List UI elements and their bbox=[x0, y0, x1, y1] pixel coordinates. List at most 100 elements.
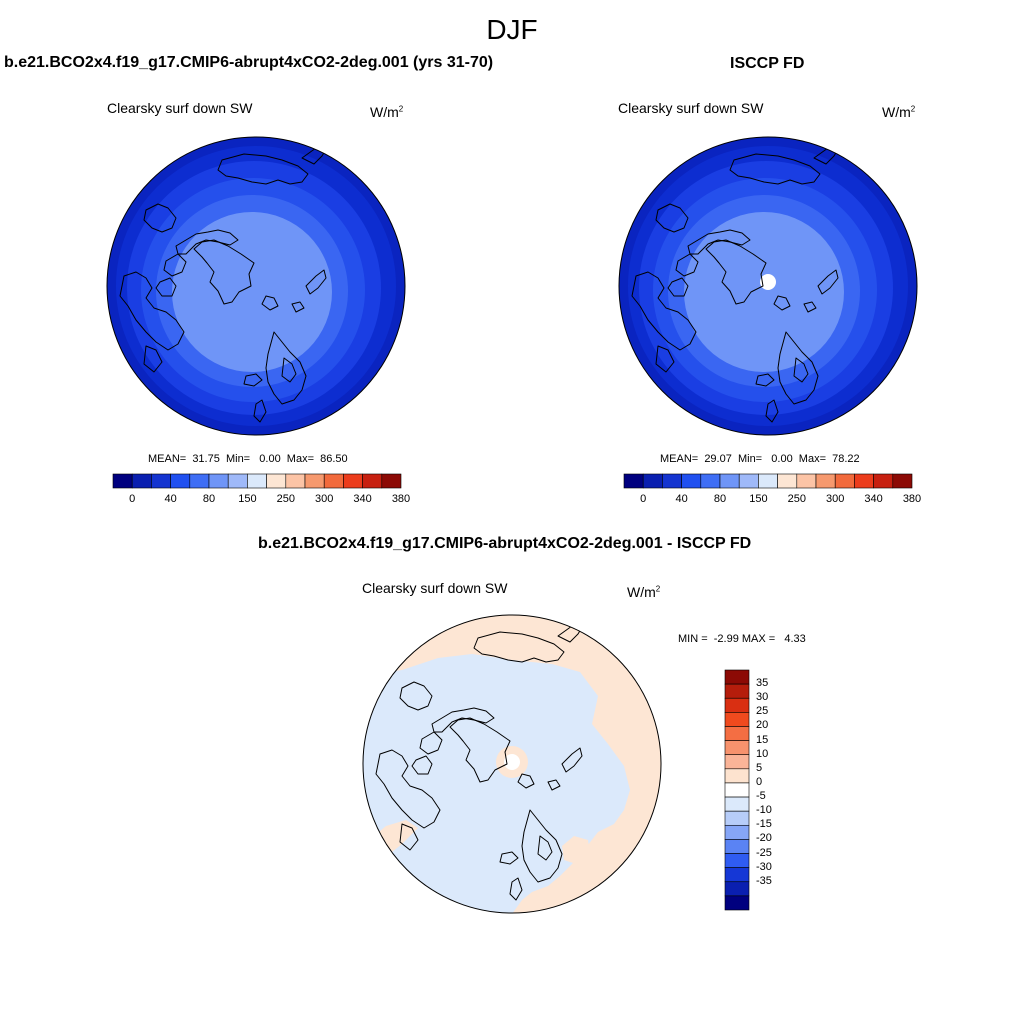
coastline bbox=[399, 681, 433, 711]
colorbar-box bbox=[131, 473, 152, 489]
positive-region bbox=[562, 836, 590, 864]
coastline bbox=[419, 731, 443, 755]
colorbar-box bbox=[662, 473, 682, 489]
colorbar-box bbox=[719, 473, 740, 489]
colorbar-tick-label: 80 bbox=[713, 493, 727, 505]
coastline bbox=[305, 269, 327, 295]
panel-1-case-title: b.e21.BCO2x4.f19_g17.CMIP6-abrupt4xCO2-2… bbox=[4, 54, 494, 71]
coastline bbox=[281, 357, 297, 383]
coastline bbox=[431, 707, 495, 733]
colorbar-tick-label: -5 bbox=[756, 790, 766, 803]
colorbar-box bbox=[724, 782, 750, 798]
panel-2-stats: MEAN= 29.07 Min= 0.00 Max= 78.22 bbox=[660, 453, 860, 465]
colorbar-box bbox=[681, 473, 702, 489]
colorbar-box bbox=[758, 473, 778, 489]
coastline bbox=[655, 203, 689, 233]
coastline bbox=[521, 809, 563, 883]
coastline bbox=[291, 301, 305, 313]
coastline bbox=[655, 345, 675, 373]
colorbar-box bbox=[151, 473, 171, 489]
map-band bbox=[684, 212, 844, 372]
panel-2-polar-map bbox=[618, 136, 918, 436]
colorbar-tick-label: 150 bbox=[238, 493, 257, 505]
colorbar-box bbox=[724, 810, 750, 826]
coastline bbox=[119, 271, 185, 351]
colorbar-box bbox=[777, 473, 798, 489]
coastline bbox=[143, 203, 177, 233]
panel-1-variable-label: Clearsky surf down SW bbox=[107, 100, 253, 116]
panel-2-variable-label: Clearsky surf down SW bbox=[618, 100, 764, 116]
colorbar-tick-label: 15 bbox=[756, 733, 769, 746]
colorbar-box bbox=[381, 473, 402, 489]
coastline bbox=[243, 373, 263, 387]
colorbar-tick-label: 0 bbox=[129, 493, 136, 505]
colorbar-tick-label: 80 bbox=[202, 493, 216, 505]
coastline bbox=[793, 357, 809, 383]
coastline bbox=[253, 399, 267, 423]
colorbar-tick-label: 25 bbox=[756, 705, 769, 718]
coastline bbox=[499, 851, 519, 865]
coastline bbox=[155, 277, 177, 297]
map-boundary bbox=[618, 136, 918, 436]
colorbar-box bbox=[189, 473, 210, 489]
coastline bbox=[687, 229, 751, 255]
coastline bbox=[517, 773, 535, 789]
panel-1-colorbar bbox=[112, 473, 402, 489]
colorbar-box bbox=[247, 473, 267, 489]
coastline bbox=[561, 747, 583, 773]
coastline bbox=[449, 717, 511, 783]
colorbar-box bbox=[343, 473, 363, 489]
colorbar-tick-label: -35 bbox=[756, 874, 772, 887]
coastline bbox=[265, 331, 307, 405]
panel-2-case-title: ISCCP FD bbox=[730, 55, 805, 72]
colorbar-tick-label: 0 bbox=[640, 493, 647, 505]
map-boundary bbox=[362, 614, 662, 914]
colorbar-box bbox=[834, 473, 855, 489]
colorbar-tick-label: -20 bbox=[756, 832, 772, 845]
colorbar-box bbox=[362, 473, 383, 489]
colorbar-box bbox=[724, 697, 750, 713]
coastline bbox=[143, 345, 163, 373]
colorbar-box bbox=[724, 839, 750, 854]
colorbar-box bbox=[796, 473, 817, 489]
colorbar-box bbox=[304, 473, 325, 489]
colorbar-box bbox=[285, 473, 306, 489]
colorbar-tick-label: 40 bbox=[164, 493, 177, 505]
panel-1-polar-map bbox=[106, 136, 406, 436]
colorbar-tick-label: 300 bbox=[315, 493, 334, 505]
panel-2-colorbar bbox=[623, 473, 913, 489]
colorbar-box bbox=[738, 473, 759, 489]
colorbar-box bbox=[724, 881, 750, 897]
colorbar-box bbox=[854, 473, 874, 489]
panel-3-variable-label: Clearsky surf down SW bbox=[362, 580, 508, 596]
panel-1-units-label: W/m2 bbox=[370, 104, 404, 120]
colorbar-box bbox=[724, 712, 750, 727]
coastline bbox=[777, 331, 819, 405]
panel-3-stats: MIN = -2.99 MAX = 4.33 bbox=[678, 633, 806, 645]
coastline bbox=[217, 153, 309, 185]
colorbar-tick-label: 340 bbox=[864, 493, 883, 505]
figure-title: DJF bbox=[486, 14, 538, 45]
colorbar-box bbox=[227, 473, 248, 489]
colorbar-tick-label: -30 bbox=[756, 860, 772, 873]
coastline bbox=[755, 373, 775, 387]
colorbar-tick-label: 20 bbox=[756, 719, 769, 732]
colorbar-box bbox=[724, 867, 750, 883]
colorbar-tick-label: 380 bbox=[391, 493, 411, 505]
colorbar-tick-label: 0 bbox=[756, 775, 763, 788]
colorbar-box bbox=[323, 473, 344, 489]
panel-3-case-title: b.e21.BCO2x4.f19_g17.CMIP6-abrupt4xCO2-2… bbox=[258, 535, 752, 552]
coastline bbox=[509, 877, 523, 901]
coastline bbox=[631, 271, 697, 351]
coastline bbox=[817, 269, 839, 295]
panel-3-colorbar bbox=[724, 669, 750, 911]
colorbar-box bbox=[724, 895, 750, 911]
colorbar-box bbox=[724, 796, 750, 812]
coastline bbox=[375, 749, 441, 829]
colorbar-tick-label: -10 bbox=[756, 804, 772, 817]
coastline bbox=[163, 253, 187, 277]
panel-2-units-label: W/m2 bbox=[882, 104, 916, 120]
colorbar-box bbox=[170, 473, 191, 489]
colorbar-tick-label: 250 bbox=[787, 493, 806, 505]
coastline bbox=[473, 631, 565, 663]
